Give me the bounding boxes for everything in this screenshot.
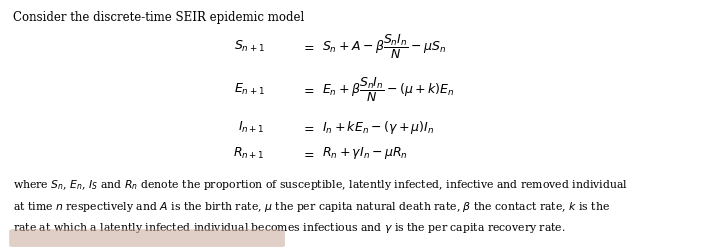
Text: $I_n + kE_n - (\gamma + \mu)I_n$: $I_n + kE_n - (\gamma + \mu)I_n$ — [322, 119, 434, 136]
Text: $S_{n+1}$: $S_{n+1}$ — [234, 39, 265, 54]
Text: $R_{n+1}$: $R_{n+1}$ — [233, 145, 265, 160]
Text: where $S_n$, $E_n$, $I_S$ and $R_n$ denote the proportion of susceptible, latent: where $S_n$, $E_n$, $I_S$ and $R_n$ deno… — [13, 178, 628, 192]
Text: $=$: $=$ — [300, 121, 315, 134]
Text: $=$: $=$ — [300, 40, 315, 53]
Text: rate at which a latently infected individual becomes infectious and $\gamma$ is : rate at which a latently infected indivi… — [13, 220, 566, 234]
Text: $E_n + \beta\dfrac{S_n I_n}{N} - (\mu + k)E_n$: $E_n + \beta\dfrac{S_n I_n}{N} - (\mu + … — [322, 76, 455, 103]
Text: $R_n + \gamma I_n - \mu R_n$: $R_n + \gamma I_n - \mu R_n$ — [322, 144, 407, 161]
Text: at time $n$ respectively and $A$ is the birth rate, $\mu$ the per capita natural: at time $n$ respectively and $A$ is the … — [13, 199, 609, 213]
Text: $S_n + A - \beta\dfrac{S_n I_n}{N} - \mu S_n$: $S_n + A - \beta\dfrac{S_n I_n}{N} - \mu… — [322, 33, 446, 60]
Text: $E_{n+1}$: $E_{n+1}$ — [234, 82, 265, 97]
Text: $=$: $=$ — [300, 146, 315, 159]
Text: Consider the discrete-time SEIR epidemic model: Consider the discrete-time SEIR epidemic… — [13, 11, 304, 24]
Text: $=$: $=$ — [300, 83, 315, 96]
Text: $I_{n+1}$: $I_{n+1}$ — [238, 120, 265, 135]
FancyBboxPatch shape — [9, 229, 285, 247]
